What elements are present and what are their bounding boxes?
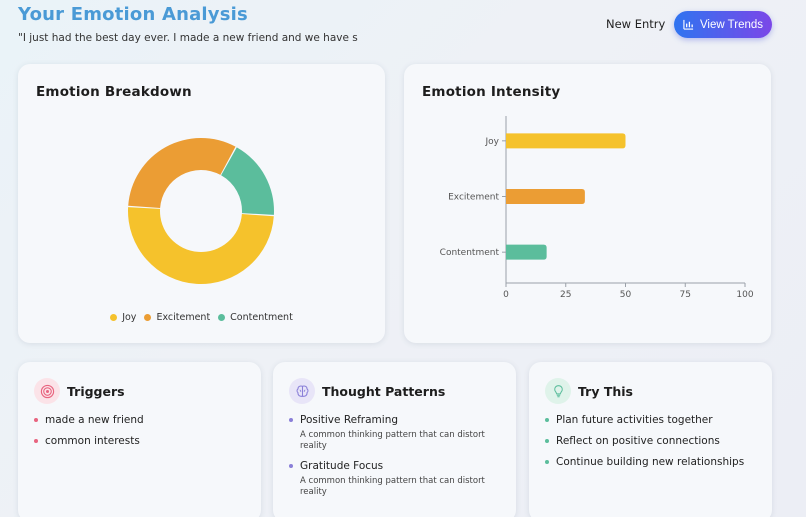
new-entry-button[interactable]: New Entry (606, 17, 666, 31)
suggestion-item: Continue building new relationships (545, 456, 758, 468)
legend-label: Joy (122, 312, 137, 323)
thought-patterns-list: Positive Reframing A common thinking patt… (289, 414, 504, 506)
suggestion-item: Reflect on positive connections (545, 435, 758, 447)
thought-patterns-icon-badge (289, 378, 315, 404)
donut-legend: Joy Excitement Contentment (18, 312, 385, 323)
page-header: Your Emotion Analysis "I just had the be… (18, 4, 788, 50)
trigger-item: made a new friend (34, 414, 247, 426)
thought-pattern-description: A common thinking pattern that can disto… (300, 430, 485, 451)
thought-pattern-description: A common thinking pattern that can disto… (300, 476, 485, 497)
legend-swatch (110, 314, 118, 321)
triggers-icon-badge (34, 378, 60, 404)
legend-swatch (218, 314, 226, 321)
triggers-list: made a new friend common interests (34, 414, 247, 456)
legend-swatch (144, 314, 152, 321)
emotion-breakdown-card: Emotion Breakdown Joy Excitement Contentme… (18, 64, 385, 343)
y-tick-label-joy: Joy (485, 137, 500, 147)
suggestion-item: Plan future activities together (545, 414, 758, 426)
donut-chart (127, 138, 274, 285)
x-tick-label: 50 (620, 290, 632, 300)
thought-patterns-title: Thought Patterns (322, 384, 446, 399)
x-tick-label: 0 (503, 290, 509, 300)
thought-pattern-item: Positive Reframing A common thinking patt… (289, 414, 504, 452)
intensity-bar-chart: 0 25 50 75 100 Joy Excitement Contentment (440, 116, 754, 300)
legend-item-excitement: Excitement (144, 312, 210, 323)
y-tick-label-excitement: Excitement (448, 193, 499, 203)
x-tick-label: 75 (680, 290, 691, 300)
triggers-title: Triggers (67, 384, 125, 399)
bar-contentment[interactable] (506, 244, 547, 260)
emotion-intensity-card: Emotion Intensity 0 25 50 75 100 Joy Excitemen… (404, 64, 771, 343)
thought-patterns-card: Thought Patterns Positive Reframing A com… (273, 362, 516, 517)
triggers-card: Triggers made a new friend common interes… (18, 362, 261, 517)
donut-slice-joy[interactable] (127, 207, 274, 285)
brain-icon (296, 385, 308, 397)
y-tick-label-contentment: Contentment (440, 248, 500, 258)
thought-pattern-item: Gratitude Focus A common thinking pattern… (289, 460, 504, 498)
try-this-list: Plan future activities together Reflect o… (545, 414, 758, 477)
trigger-item: common interests (34, 435, 247, 447)
try-this-card: Try This Plan future activities together… (529, 362, 772, 517)
view-trends-button[interactable]: View Trends (674, 11, 772, 38)
legend-label: Contentment (230, 312, 293, 323)
entry-preview: "I just had the best day ever. I made a … (18, 32, 358, 44)
bar-excitement[interactable] (506, 189, 585, 204)
x-tick-label: 100 (736, 290, 753, 300)
legend-item-joy: Joy (110, 312, 136, 323)
bar-joy[interactable] (506, 133, 626, 149)
x-tick-label: 25 (560, 290, 571, 300)
bar-chart-icon (683, 19, 694, 30)
emotion-intensity-title: Emotion Intensity (422, 84, 561, 100)
thought-pattern-name: Positive Reframing (300, 414, 399, 426)
try-this-title: Try This (578, 384, 633, 399)
try-this-icon-badge (545, 378, 571, 404)
donut-slice-excitement[interactable] (128, 138, 236, 209)
page-title: Your Emotion Analysis (18, 4, 248, 25)
lightbulb-icon (553, 384, 563, 397)
emotion-breakdown-title: Emotion Breakdown (36, 84, 192, 100)
donut-slice-contentment[interactable] (221, 147, 274, 215)
legend-item-contentment: Contentment (218, 312, 293, 323)
legend-label: Excitement (156, 312, 211, 323)
view-trends-label: View Trends (699, 18, 764, 31)
thought-pattern-name: Gratitude Focus (300, 460, 384, 472)
target-icon (40, 384, 54, 398)
